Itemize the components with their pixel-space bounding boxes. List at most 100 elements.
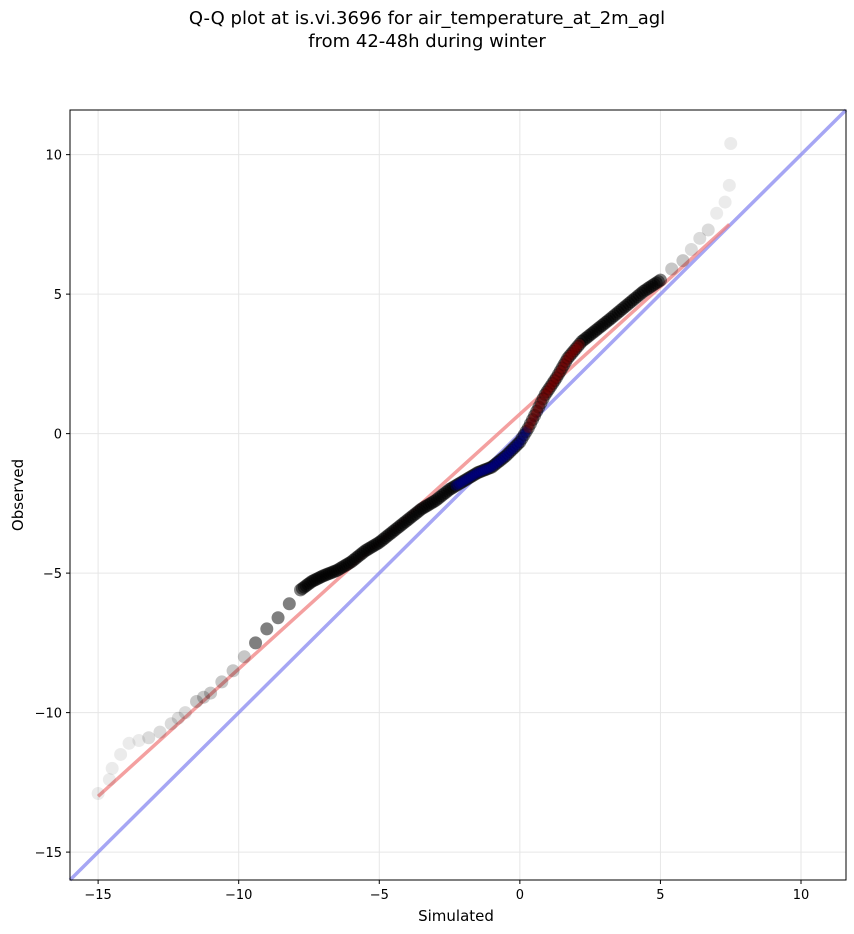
y-tick-label: −15: [35, 846, 62, 861]
qq-point: [215, 675, 229, 689]
qq-point-highlight: [478, 465, 489, 476]
y-axis-label: Observed: [9, 459, 27, 531]
y-tick-label: −10: [35, 707, 62, 722]
qq-point: [164, 717, 178, 731]
x-tick-label: −10: [225, 888, 252, 903]
qq-point: [665, 262, 679, 276]
qq-point: [142, 731, 156, 745]
qq-point-highlight: [551, 372, 562, 383]
qq-point-highlight: [488, 460, 499, 471]
qq-point: [249, 636, 263, 650]
y-tick-label: 10: [45, 149, 62, 164]
qq-point-highlight: [535, 397, 546, 408]
qq-point-highlight: [572, 341, 583, 352]
x-tick-label: 0: [516, 888, 524, 903]
qq-point-highlight: [533, 402, 544, 413]
qq-point-highlight: [508, 442, 519, 453]
qq-point-highlight: [560, 356, 571, 367]
qq-point-highlight: [454, 478, 465, 489]
qq-point: [226, 664, 240, 678]
qq-point-highlight: [456, 477, 467, 488]
qq-point: [178, 706, 192, 720]
qq-point-highlight: [512, 438, 523, 449]
qq-point-highlight: [480, 464, 491, 475]
qq-point-highlight: [566, 348, 577, 359]
qq-point-highlight: [564, 350, 575, 361]
qq-point-highlight: [486, 462, 497, 473]
qq-point-highlight: [460, 474, 471, 485]
qq-point-highlight: [476, 466, 487, 477]
qq-point-highlight: [474, 466, 485, 477]
y-tick-label: −5: [43, 567, 62, 582]
qq-point-highlight: [472, 467, 483, 478]
qq-point: [676, 254, 690, 268]
x-tick-label: 10: [793, 888, 810, 903]
qq-point: [684, 242, 698, 256]
qq-point: [102, 773, 116, 787]
qq-point-highlight: [568, 346, 579, 357]
qq-point-highlight: [558, 359, 569, 370]
qq-point: [237, 650, 251, 664]
qq-point: [153, 725, 167, 739]
qq-point: [282, 597, 296, 611]
qq-point-highlight: [519, 430, 530, 441]
qq-point: [197, 690, 211, 704]
qq-point: [105, 761, 119, 775]
y-tick-label: 5: [54, 288, 62, 303]
qq-point-highlight: [527, 414, 538, 425]
qq-point-highlight: [484, 462, 495, 473]
qq-point: [132, 734, 146, 748]
qq-point: [204, 686, 218, 700]
x-axis-label: Simulated: [418, 907, 494, 925]
data-points: [91, 136, 738, 801]
qq-point-highlight: [490, 458, 501, 469]
qq-point-highlight: [506, 444, 517, 455]
qq-point-highlight: [562, 353, 573, 364]
grid: [70, 110, 846, 880]
qq-point: [653, 273, 667, 287]
chart-subtitle: from 42-48h during winter: [308, 31, 546, 52]
qq-point-highlight: [464, 472, 475, 483]
qq-point-highlight: [514, 436, 525, 447]
qq-point-highlight: [531, 406, 542, 417]
qq-point: [724, 136, 738, 150]
qq-point: [171, 711, 185, 725]
chart-title: Q-Q plot at is.vi.3696 for air_temperatu…: [188, 8, 666, 29]
qq-point-highlight: [450, 480, 461, 491]
qq-point-highlight: [557, 363, 568, 374]
qq-point-highlight: [521, 426, 532, 437]
qq-point-highlight: [462, 473, 473, 484]
qq-point: [122, 736, 136, 750]
qq-point-highlight: [549, 375, 560, 386]
y-tick-label: 0: [54, 428, 62, 443]
qq-point-highlight: [458, 476, 469, 487]
qq-point-highlight: [516, 433, 527, 444]
qq-point-highlight: [500, 450, 511, 461]
qq-point: [114, 747, 128, 761]
qq-point-highlight: [496, 454, 507, 465]
qq-point: [260, 622, 274, 636]
qq-point-highlight: [470, 468, 481, 479]
qq-point-highlight: [452, 479, 463, 490]
qq-point: [710, 206, 724, 220]
qq-point-highlight: [502, 448, 513, 459]
qq-point-highlight: [525, 418, 536, 429]
plot-frame: [69, 109, 847, 881]
qq-point-highlight: [545, 381, 556, 392]
qq-point-highlight: [498, 452, 509, 463]
qq-point-highlight: [504, 446, 515, 457]
qq-point-highlight: [482, 463, 493, 474]
qq-point-highlight: [529, 410, 540, 421]
x-tick-label: 5: [656, 888, 664, 903]
qq-point: [722, 178, 736, 192]
qq-point-highlight: [542, 386, 553, 397]
qq-point-highlight: [523, 423, 534, 434]
qq-point: [190, 694, 204, 708]
axis-ticks: −15 −10 −5 0 5 10 −15 −10 −5 0 5 10: [35, 149, 810, 903]
qq-point-highlight: [468, 470, 479, 481]
identity-line: [68, 108, 848, 882]
qq-point-highlight: [510, 440, 521, 451]
x-tick-label: −15: [84, 888, 111, 903]
qq-point-highlight: [553, 369, 564, 380]
